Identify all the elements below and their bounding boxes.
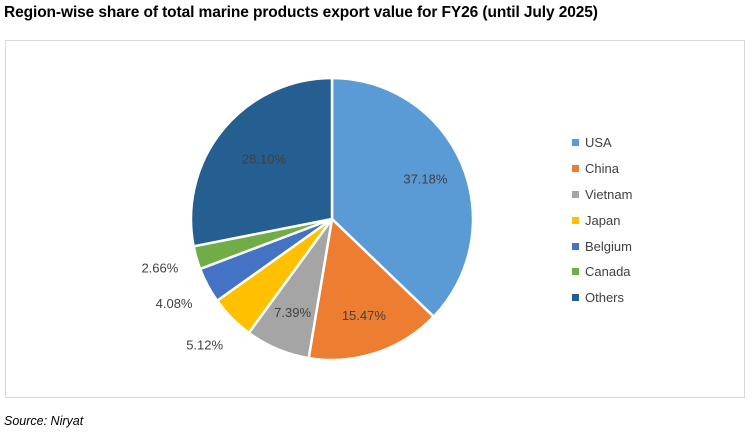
legend-item-vietnam: Vietnam (572, 182, 632, 208)
data-label-china: 15.47% (342, 308, 387, 323)
legend-swatch (572, 190, 579, 198)
legend-item-china: China (572, 156, 632, 182)
legend-swatch (572, 242, 579, 250)
legend-label: China (585, 161, 619, 177)
legend-swatch (572, 294, 579, 302)
legend-label: Canada (585, 264, 631, 280)
legend-swatch (572, 139, 579, 147)
legend-swatch (572, 165, 579, 173)
data-label-japan: 5.12% (186, 337, 223, 352)
legend: USA China Vietnam Japan Belgium Canada Others (572, 130, 632, 311)
pie-slice-china (307, 217, 435, 362)
legend-label: Vietnam (585, 186, 633, 202)
legend-label: Others (585, 290, 625, 306)
pie-slice-others (189, 76, 334, 248)
data-label-usa: 37.18% (403, 172, 448, 187)
pie-slice-usa (330, 76, 475, 318)
data-label-canada: 2.66% (141, 261, 178, 276)
legend-label: Japan (585, 212, 621, 228)
data-label-belgium: 4.08% (156, 296, 193, 311)
legend-item-others: Others (572, 285, 632, 311)
chart-title: Region-wise share of total marine produc… (4, 4, 598, 21)
data-label-vietnam: 7.39% (274, 305, 311, 320)
legend-swatch (572, 216, 579, 224)
legend-item-japan: Japan (572, 207, 632, 233)
data-label-others: 28.10% (242, 152, 287, 167)
legend-label: USA (585, 135, 612, 151)
legend-item-canada: Canada (572, 259, 632, 285)
legend-item-usa: USA (572, 130, 632, 156)
source-note: Source: Niryat (4, 414, 84, 428)
legend-swatch (572, 268, 579, 276)
legend-item-belgium: Belgium (572, 233, 632, 259)
legend-label: Belgium (585, 238, 632, 254)
chart-area (5, 40, 745, 398)
